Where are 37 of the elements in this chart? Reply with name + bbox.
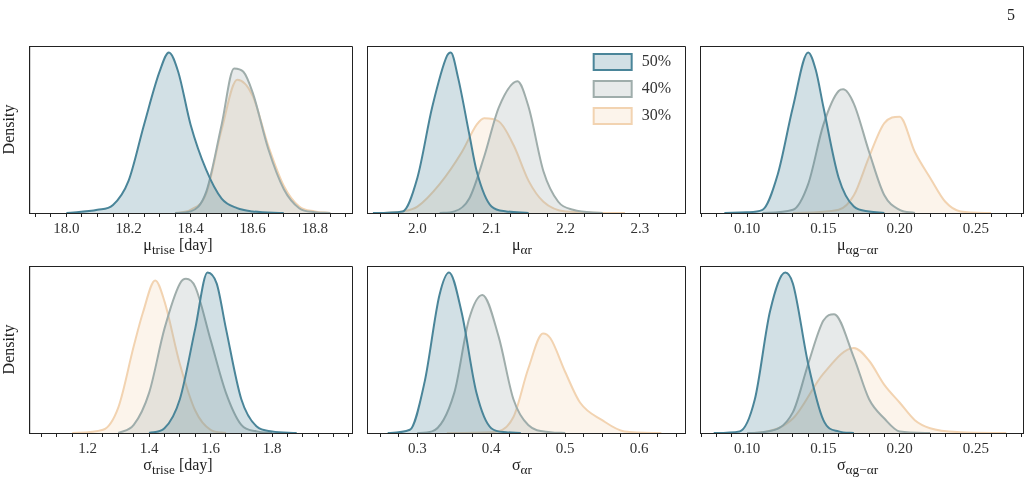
text: 5	[1007, 6, 1015, 24]
x-tick-label: 0.4	[481, 439, 502, 456]
x-axis-title: μ$_{αr}$	[511, 236, 533, 259]
y-axis-title: Density	[0, 324, 18, 375]
x-tick-label: 0.25	[962, 439, 989, 456]
x-tick-label: 18.4	[177, 219, 205, 236]
x-tick-label: 18.6	[239, 219, 267, 236]
legend-label: 50%	[641, 52, 671, 70]
x-tick-label: 0.6	[629, 439, 650, 456]
x-axis-title: μ$_{trise}$ [day]	[142, 236, 214, 259]
x-axis-title: σ$_{αr}$	[510, 456, 533, 479]
x-tick-label: 2.0	[408, 219, 427, 236]
x-tick-label: 1.6	[201, 439, 221, 456]
x-tick-label: 2.2	[556, 219, 576, 236]
x-tick-label: 0.5	[555, 439, 575, 456]
x-tick-label: 18.0	[53, 219, 80, 236]
x-tick-label: 1.4	[139, 439, 159, 456]
x-tick-label: 0.20	[886, 219, 913, 236]
x-axis-title: σ$_{trise}$ [day]	[142, 456, 214, 479]
y-axis-title: Density	[0, 104, 18, 155]
legend-label: 30%	[641, 106, 671, 124]
x-axis-title: σ$_{αg−αr}$	[835, 456, 880, 479]
x-tick-label: 0.3	[407, 439, 427, 456]
x-axis-title: μ$_{αg−αr}$	[835, 236, 880, 259]
x-tick-label: 2.1	[482, 219, 501, 236]
x-tick-label: 0.10	[734, 439, 761, 456]
x-tick-label: 0.20	[886, 439, 913, 456]
legend-label: 40%	[641, 79, 671, 97]
x-tick-label: 2.3	[630, 219, 650, 236]
x-tick-label: 0.10	[734, 219, 761, 236]
x-tick-label: 0.25	[962, 219, 989, 236]
x-tick-label: 1.8	[262, 439, 282, 456]
x-tick-label: 0.15	[810, 439, 837, 456]
x-tick-label: 18.2	[115, 219, 142, 236]
x-tick-label: 1.2	[78, 439, 97, 456]
x-tick-label: 18.8	[301, 219, 328, 236]
x-tick-label: 0.15	[810, 219, 837, 236]
